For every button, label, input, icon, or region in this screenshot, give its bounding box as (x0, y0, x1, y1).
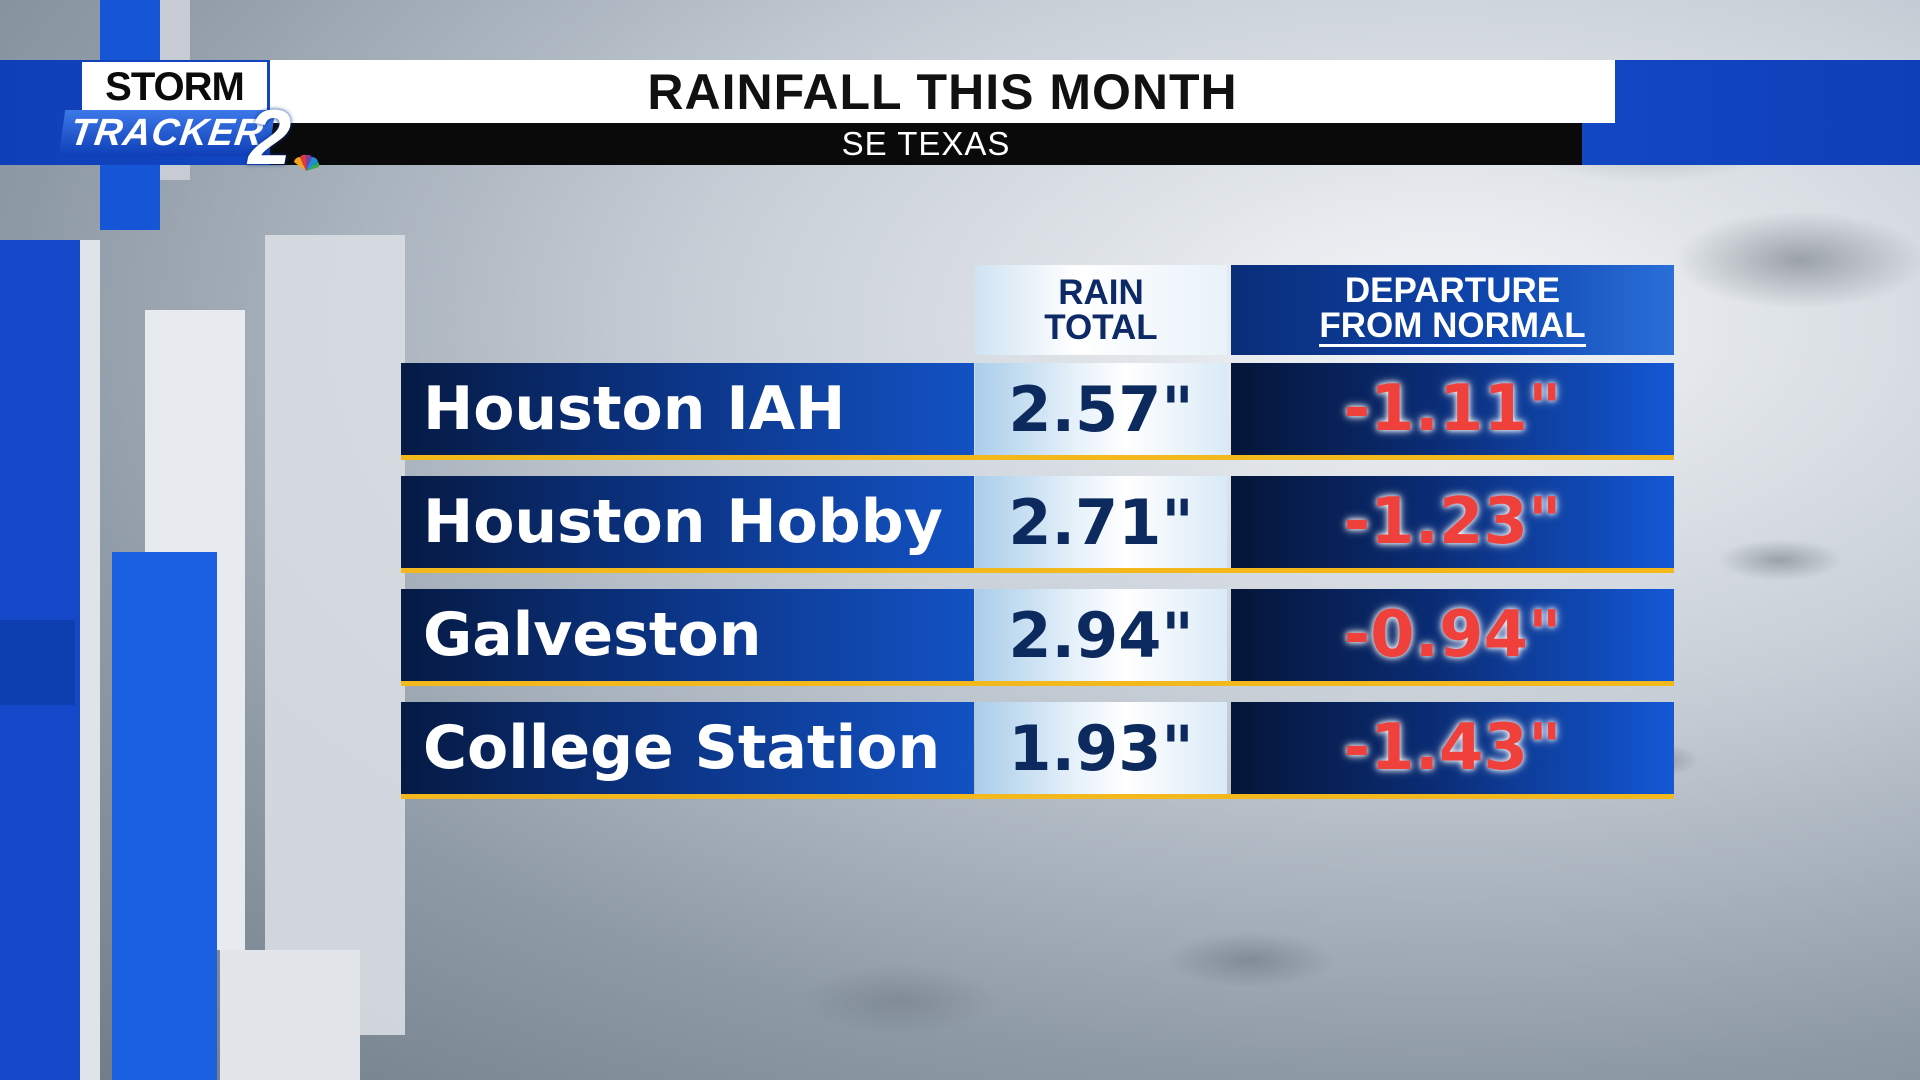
rain-total-cell: 2.57" (975, 363, 1227, 455)
page-subtitle: SE TEXAS (841, 125, 1011, 162)
decorative-panel (80, 240, 100, 1080)
rain-total-cell: 2.94" (975, 589, 1227, 681)
rain-total-value: 1.93" (1008, 711, 1194, 785)
row-divider (401, 794, 1674, 799)
header-dep-line2: FROM NORMAL (1319, 306, 1586, 347)
rain-total-value: 2.71" (1008, 485, 1194, 559)
page-title: RAINFALL THIS MONTH (647, 63, 1238, 120)
logo-storm-text: STORM (105, 64, 245, 109)
header-rain-line1: RAIN (1058, 273, 1144, 312)
rain-total-cell: 1.93" (975, 702, 1227, 794)
departure-cell: -1.43" (1231, 702, 1674, 794)
row-divider (401, 455, 1674, 460)
storm-logo-box: STORM (82, 62, 267, 112)
table-row: Galveston 2.94" -0.94" (401, 589, 1674, 686)
peacock-icon (294, 154, 320, 171)
location-label: Houston IAH (423, 374, 846, 444)
column-header-departure: DEPARTURE FROM NORMAL (1231, 265, 1674, 355)
location-cell: Houston Hobby (401, 476, 974, 568)
rain-total-value: 2.94" (1008, 598, 1194, 672)
rain-total-cell: 2.71" (975, 476, 1227, 568)
location-cell: Houston IAH (401, 363, 974, 455)
departure-cell: -0.94" (1231, 589, 1674, 681)
departure-value: -0.94" (1343, 598, 1562, 672)
header-rain-line2: TOTAL (1044, 308, 1158, 347)
departure-cell: -1.23" (1231, 476, 1674, 568)
rain-total-value: 2.57" (1008, 372, 1194, 446)
table-row: Houston Hobby 2.71" -1.23" (401, 476, 1674, 573)
column-header-rain-total: RAIN TOTAL (975, 265, 1227, 355)
location-cell: College Station (401, 702, 974, 794)
location-cell: Galveston (401, 589, 974, 681)
departure-value: -1.43" (1343, 711, 1562, 785)
title-bar: RAINFALL THIS MONTH (270, 60, 1615, 123)
departure-value: -1.23" (1343, 485, 1562, 559)
tracker-logo-box: TRACKER (58, 110, 276, 156)
location-label: Galveston (423, 600, 762, 670)
location-label: Houston Hobby (423, 487, 943, 557)
row-divider (401, 568, 1674, 573)
departure-value: -1.11" (1343, 372, 1562, 446)
table-row: College Station 1.93" -1.43" (401, 702, 1674, 799)
decorative-panel (0, 620, 75, 705)
header-dep-line1: DEPARTURE (1344, 271, 1561, 310)
row-divider (401, 681, 1674, 686)
location-label: College Station (423, 713, 941, 783)
decorative-panel (220, 950, 360, 1080)
logo-number: 2 (248, 93, 292, 181)
decorative-panel (265, 235, 405, 1035)
table-row: Houston IAH 2.57" -1.11" (401, 363, 1674, 460)
decorative-panel (112, 552, 217, 1080)
logo-tracker-text: TRACKER (67, 111, 267, 154)
subtitle-bar: SE TEXAS (270, 123, 1582, 165)
departure-cell: -1.11" (1231, 363, 1674, 455)
